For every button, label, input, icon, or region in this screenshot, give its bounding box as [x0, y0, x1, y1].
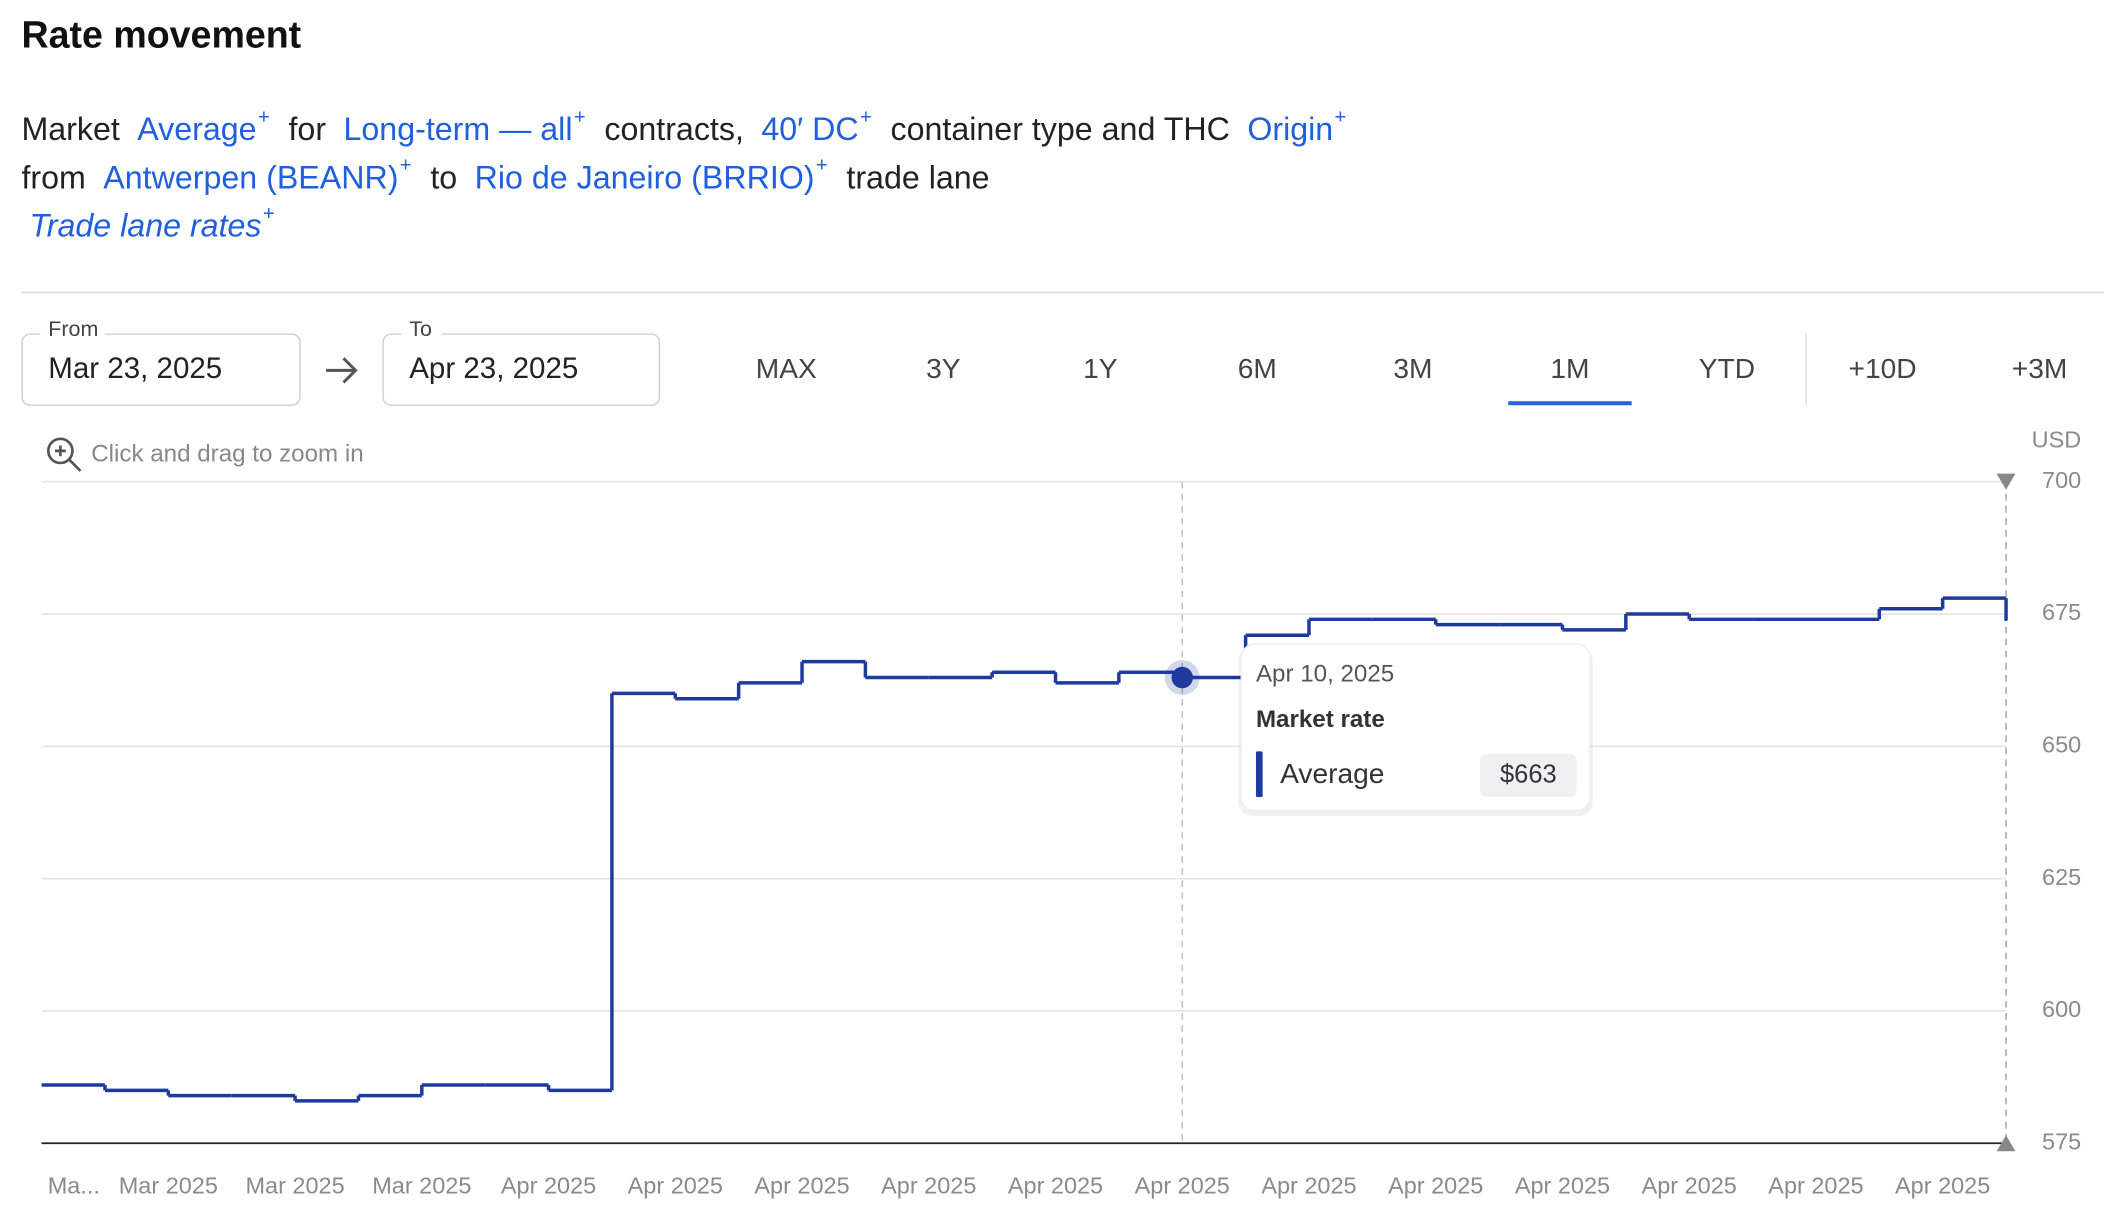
- x-tick-label: Apr 2025: [881, 1173, 976, 1199]
- x-tick-label: Mar 2025: [372, 1173, 471, 1199]
- label-bg: [40, 319, 105, 341]
- description-text: contracts,: [604, 111, 744, 147]
- x-tick-label: Apr 2025: [1388, 1173, 1483, 1199]
- tooltip-series: Average: [1280, 757, 1384, 789]
- range-button[interactable]: 3Y: [926, 352, 961, 384]
- y-tick-label: 575: [2042, 1128, 2081, 1154]
- description-text: container type and THC: [891, 111, 1230, 147]
- x-tick-label: Apr 2025: [1008, 1173, 1103, 1199]
- x-tick-label: Apr 2025: [1261, 1173, 1356, 1199]
- link-marker: +: [1335, 106, 1347, 128]
- link-marker: +: [258, 106, 270, 128]
- range-button[interactable]: 3M: [1393, 352, 1432, 384]
- from-value: Mar 23, 2025: [48, 352, 222, 385]
- x-tick-label: Mar 2025: [119, 1173, 218, 1199]
- link-marker: +: [816, 155, 828, 177]
- unit-label: USD: [2032, 427, 2082, 453]
- range-button[interactable]: MAX: [756, 352, 817, 384]
- x-tick-label: Apr 2025: [1642, 1173, 1737, 1199]
- description-text: Market: [21, 111, 119, 147]
- y-tick-label: 650: [2042, 732, 2081, 758]
- x-tick-label: Apr 2025: [754, 1173, 849, 1199]
- range-button[interactable]: 1Y: [1083, 352, 1118, 384]
- from-input[interactable]: [21, 333, 301, 406]
- from-label: From: [48, 317, 98, 341]
- link-marker: +: [574, 106, 586, 128]
- y-tick-label: 625: [2042, 864, 2081, 890]
- range-button[interactable]: 6M: [1238, 352, 1277, 384]
- active-indicator: [1508, 401, 1632, 406]
- x-tick-label: Apr 2025: [1768, 1173, 1863, 1199]
- link-marker: +: [400, 155, 412, 177]
- zoom-icon-detail: [55, 445, 82, 472]
- link-marker: +: [263, 203, 275, 225]
- to-value: Apr 23, 2025: [409, 352, 578, 385]
- filter-link[interactable]: Average: [137, 111, 256, 147]
- range-button[interactable]: 1M: [1550, 352, 1589, 384]
- filter-link[interactable]: Antwerpen (BEANR): [103, 159, 398, 195]
- range-handle[interactable]: [1996, 1135, 2016, 1152]
- to-label: To: [409, 317, 432, 341]
- extend-button[interactable]: +10D: [1849, 352, 1917, 384]
- y-tick-label: 675: [2042, 599, 2081, 625]
- y-tick-label: 600: [2042, 996, 2081, 1022]
- tooltip-date: Apr 10, 2025: [1256, 660, 1394, 687]
- x-tick-label: Apr 2025: [1135, 1173, 1230, 1199]
- x-tick-label: Ma...: [48, 1173, 100, 1199]
- value-chip: [1480, 754, 1577, 798]
- description-text: to: [430, 159, 457, 195]
- tooltip: Apr 10, 2025 Market rate Average $663: [1238, 643, 1593, 816]
- description-text: from: [21, 159, 85, 195]
- tooltip-heading: Market rate: [1256, 706, 1385, 733]
- filter-link[interactable]: Rio de Janeiro (BRRIO): [475, 159, 815, 195]
- extend-button[interactable]: +3M: [2012, 352, 2068, 384]
- x-tick-label: Apr 2025: [628, 1173, 723, 1199]
- plot: 575 600 625 650 675 700 Ma... Mar 2025 Mar 2025 M…: [41, 467, 2081, 1199]
- arrow-icon: [326, 357, 358, 384]
- x-tick-label: Mar 2025: [245, 1173, 344, 1199]
- filter-link[interactable]: Origin: [1247, 111, 1333, 147]
- zoom-hint: Click and drag to zoom in: [91, 440, 363, 467]
- x-tick-label: Apr 2025: [501, 1173, 596, 1199]
- to-input[interactable]: [382, 333, 661, 406]
- link-marker: +: [860, 106, 872, 128]
- filter-link[interactable]: Trade lane rates: [30, 208, 262, 244]
- range-handle[interactable]: [1996, 473, 2016, 490]
- tooltip-value: $663: [1500, 760, 1557, 788]
- filter-link[interactable]: Long-term — all: [344, 111, 573, 147]
- label-bg: [401, 319, 442, 341]
- range-button[interactable]: YTD: [1699, 352, 1755, 384]
- description-text: for: [288, 111, 326, 147]
- step-end: [2004, 617, 2008, 622]
- title: Rate movement: [21, 13, 301, 55]
- series-swatch: [1255, 751, 1263, 798]
- hover-point: [1171, 666, 1193, 689]
- x-tick-label: Apr 2025: [1515, 1173, 1610, 1199]
- description-text: trade lane: [846, 159, 989, 195]
- x-tick-label: Apr 2025: [1895, 1173, 1990, 1199]
- y-tick-label: 700: [2042, 467, 2081, 493]
- zoom-icon: [46, 437, 74, 465]
- filter-link[interactable]: 40′ DC: [761, 111, 858, 147]
